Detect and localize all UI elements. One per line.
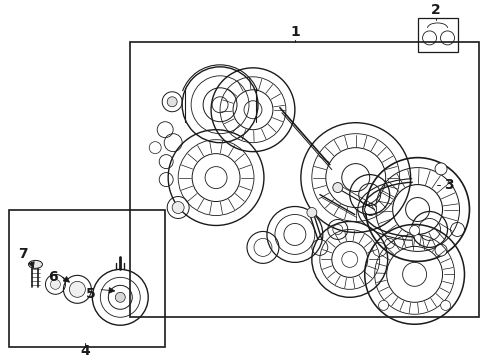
Bar [417, 18, 457, 52]
Circle shape [167, 97, 177, 107]
Text: 1: 1 [289, 25, 299, 39]
Circle shape [409, 225, 419, 235]
Text: 2: 2 [430, 3, 440, 17]
Circle shape [434, 244, 446, 256]
Bar [130, 42, 478, 317]
Text: 6: 6 [47, 270, 57, 284]
Text: 3: 3 [443, 177, 452, 192]
Bar [8, 210, 165, 347]
Circle shape [115, 292, 125, 302]
Circle shape [306, 207, 316, 217]
Text: 5: 5 [85, 287, 95, 301]
Circle shape [69, 282, 85, 297]
Ellipse shape [28, 260, 42, 268]
Circle shape [378, 300, 388, 310]
Circle shape [50, 279, 61, 289]
Circle shape [172, 202, 184, 213]
Circle shape [332, 183, 342, 193]
Text: 4: 4 [81, 344, 90, 358]
Circle shape [440, 300, 450, 310]
Circle shape [434, 163, 446, 175]
Text: 7: 7 [18, 247, 27, 261]
Circle shape [364, 203, 376, 216]
